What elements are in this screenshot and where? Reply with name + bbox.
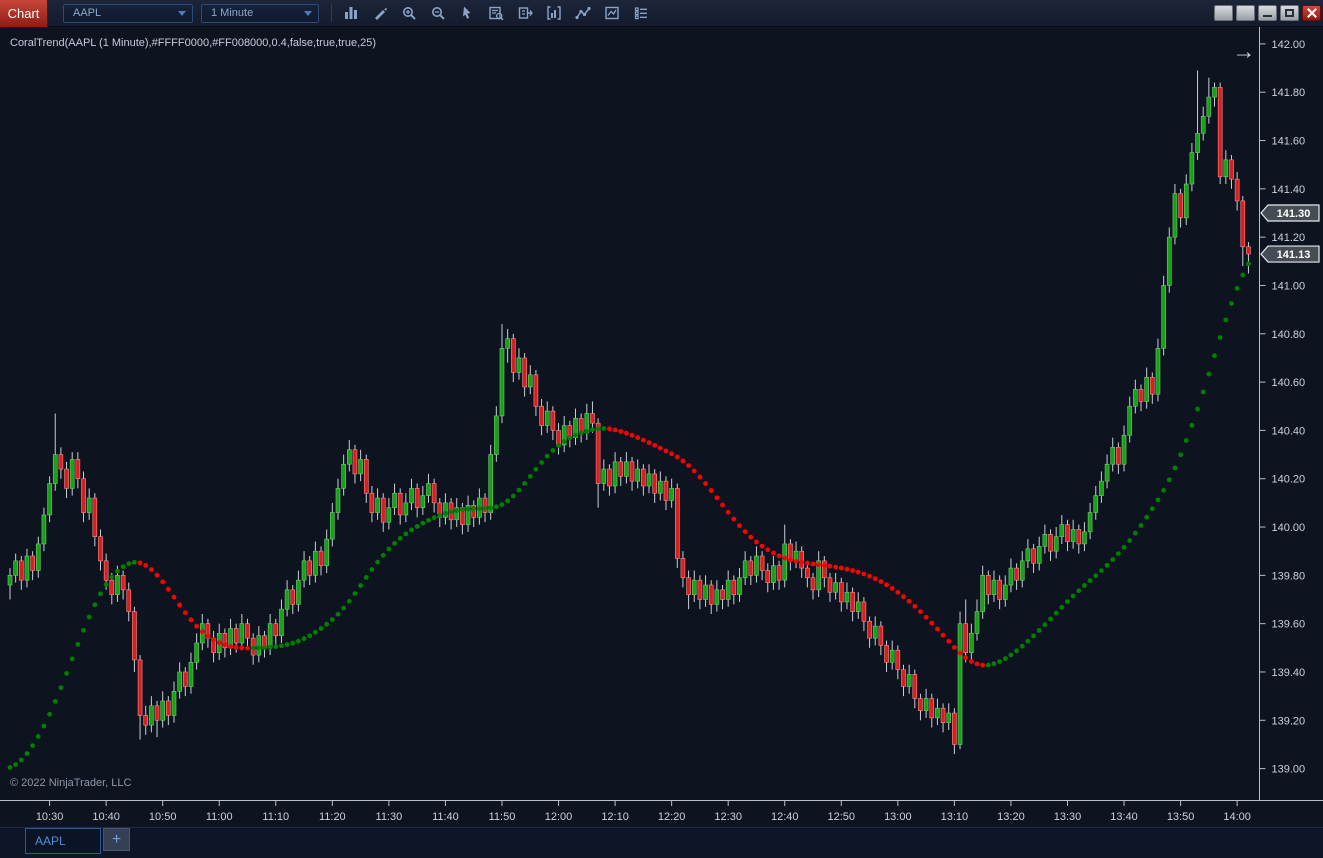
time-tick-label: 10:50 (149, 811, 177, 823)
price-badge-value: 141.13 (1277, 249, 1311, 261)
window-button-1[interactable] (1214, 5, 1233, 21)
price-tick-label: 139.80 (1272, 570, 1306, 582)
price-tick-label: 140.00 (1272, 522, 1306, 534)
time-tick-label: 13:20 (997, 811, 1025, 823)
data-box-icon[interactable] (485, 3, 506, 23)
maximize-button[interactable] (1280, 5, 1299, 21)
price-tick-label: 141.80 (1272, 87, 1306, 99)
time-tick-label: 13:30 (1054, 811, 1082, 823)
time-tick-label: 12:00 (545, 811, 573, 823)
price-tick-label: 139.00 (1272, 764, 1306, 776)
chart-trader-icon[interactable] (514, 3, 535, 23)
properties-icon[interactable] (630, 3, 651, 23)
price-tick-label: 139.20 (1272, 715, 1306, 727)
time-tick-label: 11:10 (262, 811, 289, 823)
strategy-icon[interactable] (601, 3, 622, 23)
price-tick-label: 140.80 (1272, 329, 1306, 341)
price-badge-value: 141.30 (1277, 208, 1311, 220)
price-badge: 141.13 (1260, 245, 1320, 263)
symbol-selector-value: AAPL (73, 7, 102, 19)
chevron-down-icon (178, 10, 186, 16)
price-badge: 141.30 (1260, 204, 1320, 222)
price-tick-label: 141.60 (1272, 136, 1306, 148)
symbol-selector[interactable]: AAPL (63, 3, 193, 23)
time-tick-label: 13:10 (941, 811, 969, 823)
time-tick-label: 14:00 (1223, 811, 1251, 823)
indicator-label: CoralTrend(AAPL (1 Minute),#FFFF0000,#FF… (10, 37, 377, 49)
time-tick-label: 12:10 (601, 811, 629, 823)
price-tick-label: 141.40 (1272, 184, 1306, 196)
interval-selector-value: 1 Minute (211, 7, 254, 19)
toolbar-icons (340, 3, 651, 23)
chevron-down-icon (304, 10, 312, 16)
time-tick-label: 13:00 (884, 811, 912, 823)
time-tick-label: 11:40 (432, 811, 459, 823)
time-tick-label: 12:40 (771, 811, 799, 823)
time-tick-label: 12:20 (658, 811, 686, 823)
price-tick-label: 140.20 (1272, 474, 1306, 486)
time-tick-label: 10:40 (92, 811, 120, 823)
time-tick-label: 11:30 (376, 811, 403, 823)
zoom-in-icon[interactable] (398, 3, 419, 23)
tab-aapl[interactable]: AAPL (25, 828, 101, 854)
window-controls (1214, 5, 1321, 21)
bar-chart-icon[interactable] (340, 3, 361, 23)
go-to-last-bar-button[interactable]: → (1232, 38, 1256, 64)
price-tick-label: 140.60 (1272, 377, 1306, 389)
copyright-label: © 2022 NinjaTrader, LLC (10, 777, 132, 789)
cursor-icon[interactable] (456, 3, 477, 23)
price-tick-label: 141.20 (1272, 232, 1306, 244)
tab-bar: AAPL + (0, 827, 1323, 858)
candles (7, 70, 1251, 755)
price-tick-label: 142.00 (1272, 39, 1306, 51)
coraltrend-dots (7, 261, 1251, 770)
draw-line-icon[interactable] (572, 3, 593, 23)
candlestick-chart[interactable]: 142.00 141.80 141.60 141.40 141.20 141.00 140.… (0, 0, 1323, 827)
time-tick-label: 11:20 (319, 811, 346, 823)
time-tick-label: 12:50 (828, 811, 856, 823)
chart-window-button[interactable]: Chart (0, 0, 48, 27)
time-tick-label: 11:50 (489, 811, 516, 823)
indicators-icon[interactable] (543, 3, 564, 23)
time-tick-label: 12:30 (714, 811, 742, 823)
price-tick-label: 141.00 (1272, 280, 1306, 292)
close-button[interactable] (1302, 5, 1321, 21)
time-tick-label: 13:50 (1167, 811, 1195, 823)
drawing-pencil-icon[interactable] (369, 3, 390, 23)
price-tick-label: 139.60 (1272, 619, 1306, 631)
interval-selector[interactable]: 1 Minute (201, 3, 319, 23)
time-tick-label: 10:30 (36, 811, 64, 823)
titlebar: Chart AAPL 1 Minute (0, 0, 1323, 27)
toolbar-separator (331, 4, 332, 22)
price-tick-label: 140.40 (1272, 425, 1306, 437)
zoom-out-icon[interactable] (427, 3, 448, 23)
window-button-2[interactable] (1236, 5, 1255, 21)
add-tab-button[interactable]: + (103, 828, 130, 851)
price-tick-label: 139.40 (1272, 667, 1306, 679)
time-tick-label: 11:00 (206, 811, 233, 823)
minimize-button[interactable] (1258, 5, 1277, 21)
time-tick-label: 13:40 (1110, 811, 1138, 823)
plot-background (0, 27, 1323, 827)
tab-label: AAPL (35, 834, 66, 848)
